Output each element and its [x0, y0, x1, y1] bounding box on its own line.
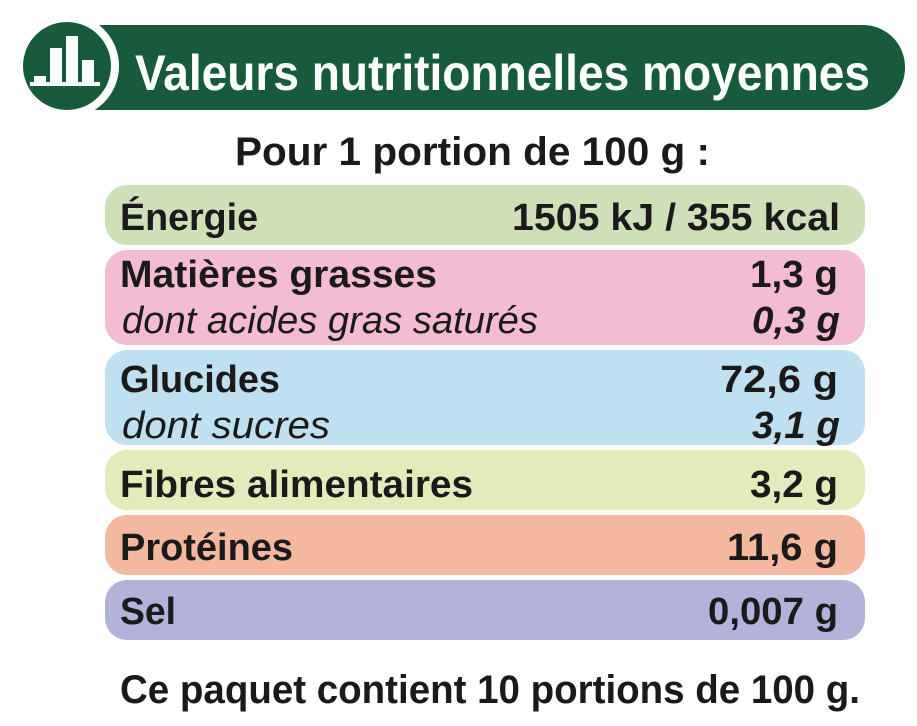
sub-value: 0,3 g [752, 300, 840, 342]
row-label: Glucides [120, 359, 280, 401]
row-value: 1,3 g [750, 254, 838, 296]
chart-icon [15, 14, 119, 118]
row-label: Énergie [120, 195, 258, 239]
row-label: Matières grasses [120, 254, 437, 296]
row-bg [105, 580, 865, 640]
row-bg [105, 185, 865, 245]
row-label: Fibres alimentaires [120, 464, 473, 506]
sub-value: 3,1 g [752, 405, 840, 447]
header-title: Valeurs nutritionnelles moyennes [135, 45, 870, 101]
row-value: 3,2 g [750, 464, 838, 506]
row-value: 72,6 g [720, 359, 838, 401]
footer: Ce paquet contient 10 portions de 100 g. [120, 668, 860, 712]
header-bar [20, 25, 905, 110]
row-bg [105, 350, 865, 445]
row-value: 1505 kJ / 355 kcal [512, 197, 840, 239]
row-label: Sel [120, 591, 176, 633]
subtitle: Pour 1 portion de 100 g : [235, 130, 710, 174]
row-label: Protéines [120, 527, 293, 569]
row-bg [105, 450, 865, 510]
sub-label: dont acides gras saturés [122, 300, 538, 342]
row-value: 11,6 g [727, 527, 838, 569]
row-value: 0,007 g [708, 591, 838, 633]
row-bg [105, 250, 865, 345]
row-bg [105, 515, 865, 575]
sub-label: dont sucres [122, 405, 330, 447]
